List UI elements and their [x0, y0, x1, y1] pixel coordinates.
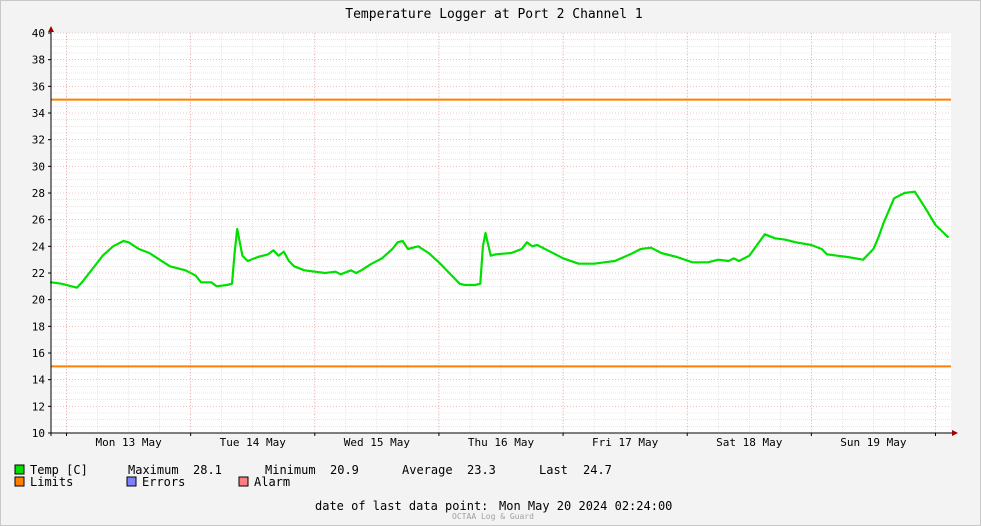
grid [51, 32, 951, 434]
x-tick-label: Tue 14 May [220, 436, 287, 449]
y-tick-label: 30 [32, 160, 45, 173]
y-tick-label: 28 [32, 187, 45, 200]
legend-label-alarm: Alarm [254, 475, 290, 489]
y-axis-arrow [48, 26, 54, 32]
y-tick-label: 16 [32, 347, 45, 360]
x-tick-label: Thu 16 May [468, 436, 535, 449]
series-group [49, 190, 950, 289]
x-tick-label: Wed 15 May [344, 436, 411, 449]
legend-maximum-value: 28.1 [193, 463, 222, 477]
legend-swatch-alarm [238, 476, 249, 487]
legend-minimum-value: 20.9 [330, 463, 359, 477]
x-tick-label: Sun 19 May [840, 436, 907, 449]
y-tick-label: 24 [32, 240, 46, 253]
legend-label-limits: Limits [30, 475, 73, 489]
x-tick-label: Fri 17 May [592, 436, 659, 449]
y-tick-label: 22 [32, 267, 45, 280]
limit-lines [51, 98, 951, 368]
y-tick-label: 10 [32, 427, 45, 440]
y-tick-label: 12 [32, 400, 45, 413]
legend-swatch-temp [14, 464, 25, 475]
last-data-point-value: Mon May 20 2024 02:24:00 [499, 499, 672, 513]
watermark: OCTAA Log & Guard [452, 512, 534, 521]
y-tick-label: 26 [32, 214, 45, 227]
chart-title: Temperature Logger at Port 2 Channel 1 [345, 7, 642, 22]
x-axis-ticks: Mon 13 May Tue 14 May Wed 15 May Thu 16 May… [66, 433, 936, 449]
x-tick-label: Mon 13 May [95, 436, 162, 449]
x-tick-label: Sat 18 May [716, 436, 783, 449]
series-line-temp [49, 190, 950, 289]
y-tick-label: 18 [32, 320, 45, 333]
y-tick-label: 38 [32, 54, 45, 67]
y-tick-label: 32 [32, 134, 45, 147]
legend-swatch-errors [126, 476, 137, 487]
legend-swatch-limits [14, 476, 25, 487]
legend-average-label: Average [402, 463, 453, 477]
legend-last-label: Last [539, 463, 568, 477]
legend-minimum-label: Minimum [265, 463, 316, 477]
legend-average-value: 23.3 [467, 463, 496, 477]
legend-label-temp: Temp [C] [30, 463, 88, 477]
legend-label-errors: Errors [142, 475, 185, 489]
y-tick-label: 14 [32, 374, 46, 387]
y-tick-label: 40 [32, 27, 45, 40]
legend-last-value: 24.7 [583, 463, 612, 477]
legend-maximum-label: Maximum [128, 463, 179, 477]
y-tick-label: 20 [32, 294, 45, 307]
y-tick-label: 34 [32, 107, 46, 120]
y-tick-label: 36 [32, 80, 45, 93]
x-axis-arrow [952, 430, 958, 436]
last-data-point-label: date of last data point: [315, 499, 488, 513]
y-axis-ticks: 10 12 14 16 18 20 22 24 26 28 30 32 34 36 38 40 [32, 27, 51, 440]
